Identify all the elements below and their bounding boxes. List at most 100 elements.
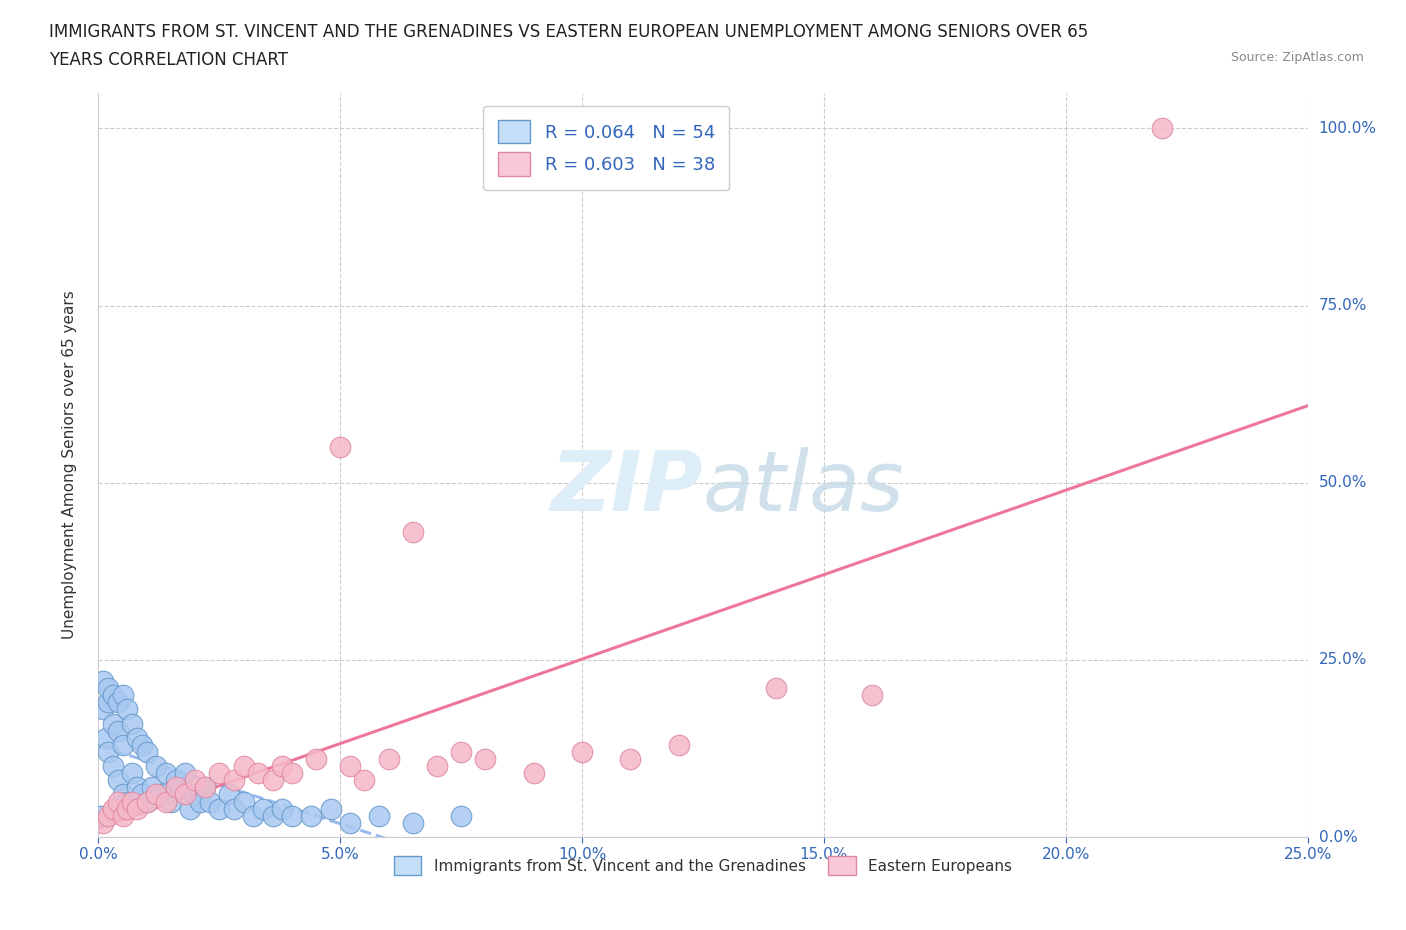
Point	[150, 787, 173, 802]
Point	[155, 765, 177, 780]
Point	[135, 745, 157, 760]
Point	[271, 759, 294, 774]
Point	[339, 816, 361, 830]
Point	[262, 808, 284, 823]
Point	[111, 787, 134, 802]
Point	[247, 765, 270, 780]
Point	[97, 745, 120, 760]
Point	[97, 695, 120, 710]
Point	[184, 773, 207, 788]
Point	[121, 794, 143, 809]
Point	[174, 765, 197, 780]
Point	[450, 808, 472, 823]
Point	[188, 794, 211, 809]
Point	[353, 773, 375, 788]
Point	[252, 802, 274, 817]
Point	[107, 695, 129, 710]
Point	[305, 751, 328, 766]
Point	[174, 787, 197, 802]
Point	[474, 751, 496, 766]
Point	[194, 780, 217, 795]
Point	[111, 808, 134, 823]
Point	[145, 759, 167, 774]
Point	[117, 802, 139, 817]
Point	[101, 802, 124, 817]
Point	[117, 794, 139, 809]
Point	[1152, 121, 1174, 136]
Point	[121, 716, 143, 731]
Point	[107, 773, 129, 788]
Point	[222, 802, 245, 817]
Point	[619, 751, 641, 766]
Point	[222, 773, 245, 788]
Text: 75.0%: 75.0%	[1319, 299, 1367, 313]
Point	[339, 759, 361, 774]
Point	[765, 681, 787, 696]
Point	[571, 745, 593, 760]
Point	[101, 688, 124, 703]
Legend: Immigrants from St. Vincent and the Grenadines, Eastern Europeans: Immigrants from St. Vincent and the Gren…	[388, 850, 1018, 882]
Point	[368, 808, 391, 823]
Point	[127, 780, 149, 795]
Point	[155, 794, 177, 809]
Point	[232, 794, 254, 809]
Point	[523, 765, 546, 780]
Point	[94, 730, 117, 745]
Point	[127, 730, 149, 745]
Point	[218, 787, 240, 802]
Point	[121, 765, 143, 780]
Point	[184, 787, 207, 802]
Point	[402, 525, 425, 539]
Point	[127, 802, 149, 817]
Point	[198, 794, 221, 809]
Point	[135, 794, 157, 809]
Point	[131, 737, 153, 752]
Point	[299, 808, 322, 823]
Point	[165, 780, 187, 795]
Point	[165, 773, 187, 788]
Point	[179, 802, 201, 817]
Text: atlas: atlas	[703, 446, 904, 528]
Point	[90, 808, 112, 823]
Point	[131, 787, 153, 802]
Point	[141, 780, 163, 795]
Point	[208, 802, 231, 817]
Point	[281, 765, 304, 780]
Point	[107, 724, 129, 738]
Point	[319, 802, 342, 817]
Point	[97, 681, 120, 696]
Text: YEARS CORRELATION CHART: YEARS CORRELATION CHART	[49, 51, 288, 69]
Point	[111, 737, 134, 752]
Text: Source: ZipAtlas.com: Source: ZipAtlas.com	[1230, 51, 1364, 64]
Point	[111, 688, 134, 703]
Text: 50.0%: 50.0%	[1319, 475, 1367, 490]
Text: 100.0%: 100.0%	[1319, 121, 1376, 136]
Y-axis label: Unemployment Among Seniors over 65 years: Unemployment Among Seniors over 65 years	[62, 291, 77, 640]
Point	[160, 794, 183, 809]
Point	[281, 808, 304, 823]
Point	[262, 773, 284, 788]
Point	[377, 751, 399, 766]
Point	[97, 808, 120, 823]
Text: 25.0%: 25.0%	[1319, 652, 1367, 668]
Point	[402, 816, 425, 830]
Point	[450, 745, 472, 760]
Point	[242, 808, 264, 823]
Point	[91, 673, 114, 688]
Point	[107, 794, 129, 809]
Point	[271, 802, 294, 817]
Point	[668, 737, 690, 752]
Point	[145, 787, 167, 802]
Point	[101, 759, 124, 774]
Text: ZIP: ZIP	[550, 446, 703, 528]
Point	[117, 702, 139, 717]
Text: 0.0%: 0.0%	[1319, 830, 1357, 844]
Point	[426, 759, 449, 774]
Point	[208, 765, 231, 780]
Text: IMMIGRANTS FROM ST. VINCENT AND THE GRENADINES VS EASTERN EUROPEAN UNEMPLOYMENT : IMMIGRANTS FROM ST. VINCENT AND THE GREN…	[49, 23, 1088, 41]
Point	[169, 780, 191, 795]
Point	[91, 702, 114, 717]
Point	[232, 759, 254, 774]
Point	[91, 816, 114, 830]
Point	[860, 688, 883, 703]
